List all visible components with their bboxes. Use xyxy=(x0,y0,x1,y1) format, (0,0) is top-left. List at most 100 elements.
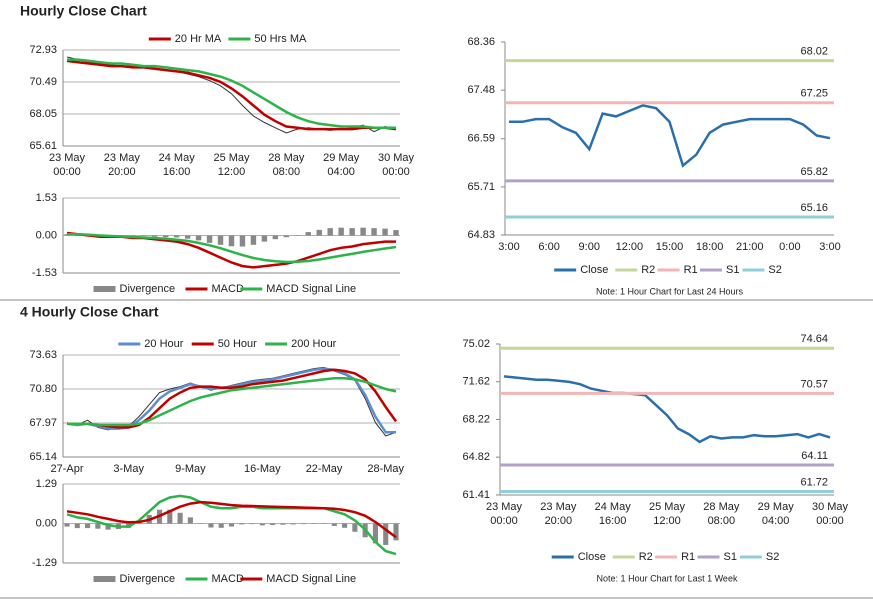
x-tick-label: 27-Apr xyxy=(50,463,83,475)
y-tick-label: 70.49 xyxy=(29,76,57,88)
divergence-bar xyxy=(74,523,80,529)
x-tick-label: 22-May xyxy=(306,463,343,475)
price-line xyxy=(66,56,397,134)
pivot-label: 61.72 xyxy=(800,476,828,488)
divergence-bar xyxy=(250,235,257,245)
y-tick-label: 71.62 xyxy=(462,376,490,388)
divergence-bar xyxy=(195,235,202,241)
x-tick-label: 23 May 20:00 xyxy=(104,152,141,178)
divergence-bar xyxy=(300,523,307,525)
y-tick-label: 67.97 xyxy=(29,417,57,429)
divergence-bar xyxy=(305,232,311,236)
x-tick-label: 25 May 12:00 xyxy=(649,501,686,527)
x-tick-label: 23 May 20:00 xyxy=(540,501,577,527)
pivot-label: 70.57 xyxy=(800,378,828,390)
series-line xyxy=(67,368,398,429)
y-tick-label: 64.82 xyxy=(462,451,490,463)
divergence-bar xyxy=(105,523,111,530)
x-tick-label: 0:00 xyxy=(779,241,800,253)
divergence-bar xyxy=(382,228,388,236)
y-tick-label: 68.05 xyxy=(29,108,57,120)
x-tick-label: 21:00 xyxy=(736,241,764,253)
divergence-bar xyxy=(184,235,191,239)
y-tick-label: 75.02 xyxy=(462,338,490,350)
legend-label: 20 Hr MA xyxy=(175,33,222,45)
legend-swatch xyxy=(93,286,116,292)
x-tick-label: 6:00 xyxy=(538,241,559,253)
legend-label: MACD xyxy=(212,573,244,585)
series-line xyxy=(67,376,397,427)
divergence-bar xyxy=(141,235,147,236)
divergence-bar xyxy=(393,523,399,541)
divergence-bar xyxy=(352,523,358,532)
y-tick-label: 1.53 xyxy=(36,192,57,204)
divergence-bar xyxy=(95,523,101,529)
legend-label: 200 Hour xyxy=(291,338,337,350)
legend-label: Close xyxy=(580,264,608,276)
y-tick-label: 64.83 xyxy=(467,229,495,241)
pivot-label: 74.64 xyxy=(800,333,828,345)
legend-label: Divergence xyxy=(120,573,176,585)
divergence-bar xyxy=(162,235,169,238)
legend-label: R2 xyxy=(641,264,655,276)
divergence-bar xyxy=(64,523,70,527)
x-tick-label: 23 May 00:00 xyxy=(486,501,523,527)
divergence-bar xyxy=(228,235,235,247)
y-tick-label: 65.61 xyxy=(29,140,57,152)
pivot-label: 67.25 xyxy=(800,88,828,100)
x-tick-label: 15:00 xyxy=(656,241,684,253)
series-line xyxy=(509,104,831,168)
chart-note: Note: 1 Hour Chart for Last 1 Week xyxy=(597,573,738,583)
divergence-bar xyxy=(261,235,268,242)
y-tick-label: 67.48 xyxy=(467,84,495,96)
series-line xyxy=(67,233,397,264)
x-tick-label: 29 May 04:00 xyxy=(758,501,795,527)
series-line xyxy=(503,375,831,444)
legend-label: Divergence xyxy=(120,283,176,295)
divergence-bar xyxy=(217,235,224,245)
divergence-bar xyxy=(342,523,348,528)
divergence-bar xyxy=(294,235,301,236)
divergence-bar xyxy=(206,235,213,243)
divergence-bar xyxy=(167,509,173,524)
section-title: 4 Hourly Close Chart xyxy=(20,304,159,320)
legend-swatch xyxy=(93,576,116,582)
x-tick-label: 28 May 08:00 xyxy=(703,501,740,527)
divergence-bar xyxy=(372,523,378,544)
series-line xyxy=(66,500,397,539)
x-tick-label: 3-May xyxy=(113,463,144,475)
legend-label: S1 xyxy=(726,264,739,276)
y-tick-label: 0.00 xyxy=(36,517,57,529)
y-tick-label: -1.53 xyxy=(32,267,57,279)
x-tick-label: 30 May 00:00 xyxy=(378,152,415,178)
x-tick-label: 25 May 12:00 xyxy=(213,152,250,178)
x-tick-label: 3:00 xyxy=(498,241,519,253)
y-tick-label: -1.29 xyxy=(32,557,57,569)
divergence-bar xyxy=(85,523,91,529)
divergence-bar xyxy=(259,523,265,526)
chart-note: Note: 1 Hour Chart for Last 24 Hours xyxy=(596,286,744,296)
divergence-bar xyxy=(187,517,193,524)
pivot-label: 65.16 xyxy=(800,202,828,214)
legend-label: S1 xyxy=(724,551,737,563)
y-tick-label: 65.71 xyxy=(467,181,495,193)
divergence-bar xyxy=(327,228,333,236)
y-tick-label: 68.22 xyxy=(462,413,490,425)
pivot-label: 64.11 xyxy=(801,450,828,462)
y-tick-label: 70.80 xyxy=(29,383,57,395)
x-tick-label: 24 May 16:00 xyxy=(159,152,196,178)
legend-label: R2 xyxy=(639,551,653,563)
divergence-bar xyxy=(371,228,377,236)
x-tick-label: 28 May 08:00 xyxy=(268,152,305,178)
divergence-bar xyxy=(280,523,286,525)
divergence-bar xyxy=(321,523,327,524)
legend-label: 50 Hour xyxy=(218,338,257,350)
divergence-bar xyxy=(198,523,204,524)
divergence-bar xyxy=(208,523,214,528)
divergence-bar xyxy=(75,235,81,236)
y-tick-label: 65.14 xyxy=(29,451,57,463)
legend-label: R1 xyxy=(684,264,698,276)
divergence-bar xyxy=(360,227,366,236)
